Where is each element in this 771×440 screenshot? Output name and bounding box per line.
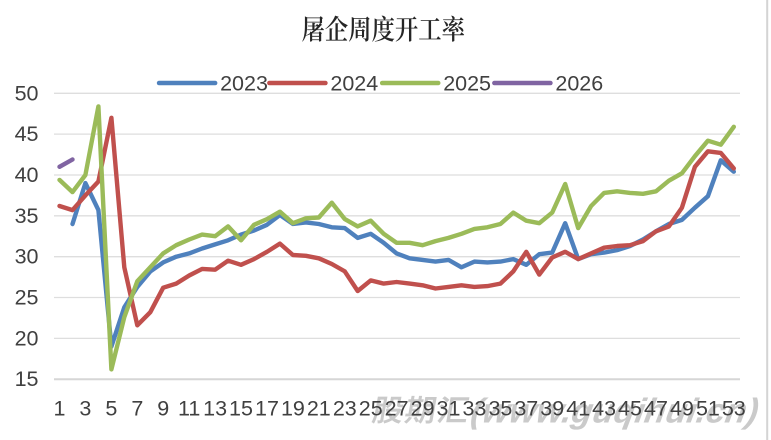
svg-text:33: 33 bbox=[462, 396, 486, 420]
svg-text:2026: 2026 bbox=[555, 71, 603, 95]
svg-text:43: 43 bbox=[592, 396, 616, 420]
svg-text:13: 13 bbox=[203, 396, 227, 420]
svg-text:40: 40 bbox=[15, 163, 39, 187]
svg-text:51: 51 bbox=[696, 396, 720, 420]
svg-text:39: 39 bbox=[540, 396, 564, 420]
svg-text:30: 30 bbox=[15, 245, 39, 269]
svg-text:31: 31 bbox=[437, 396, 461, 420]
svg-text:5: 5 bbox=[105, 396, 117, 420]
svg-text:2025: 2025 bbox=[443, 71, 491, 95]
svg-text:23: 23 bbox=[333, 396, 357, 420]
svg-text:7: 7 bbox=[131, 396, 143, 420]
svg-text:37: 37 bbox=[514, 396, 538, 420]
svg-text:50: 50 bbox=[15, 81, 39, 105]
svg-text:11: 11 bbox=[178, 396, 200, 420]
svg-text:29: 29 bbox=[411, 396, 435, 420]
svg-text:2024: 2024 bbox=[330, 71, 378, 95]
svg-text:(www.guqihui.cn): (www.guqihui.cn) bbox=[468, 392, 762, 431]
svg-text:49: 49 bbox=[670, 396, 694, 420]
svg-text:2023: 2023 bbox=[220, 71, 268, 95]
svg-text:27: 27 bbox=[385, 396, 409, 420]
svg-text:25: 25 bbox=[15, 286, 39, 310]
svg-text:3: 3 bbox=[79, 396, 91, 420]
svg-text:35: 35 bbox=[488, 396, 512, 420]
svg-text:21: 21 bbox=[307, 396, 331, 420]
svg-text:25: 25 bbox=[359, 396, 383, 420]
svg-text:15: 15 bbox=[15, 367, 39, 391]
svg-text:35: 35 bbox=[15, 204, 39, 228]
svg-text:41: 41 bbox=[566, 396, 590, 420]
svg-text:45: 45 bbox=[15, 122, 39, 146]
svg-text:19: 19 bbox=[281, 396, 305, 420]
svg-text:45: 45 bbox=[618, 396, 642, 420]
svg-text:9: 9 bbox=[157, 396, 169, 420]
svg-text:17: 17 bbox=[255, 396, 279, 420]
svg-text:47: 47 bbox=[644, 396, 668, 420]
svg-text:20: 20 bbox=[15, 326, 39, 350]
svg-text:1: 1 bbox=[54, 396, 66, 420]
svg-text:53: 53 bbox=[722, 396, 746, 420]
svg-text:15: 15 bbox=[229, 396, 253, 420]
